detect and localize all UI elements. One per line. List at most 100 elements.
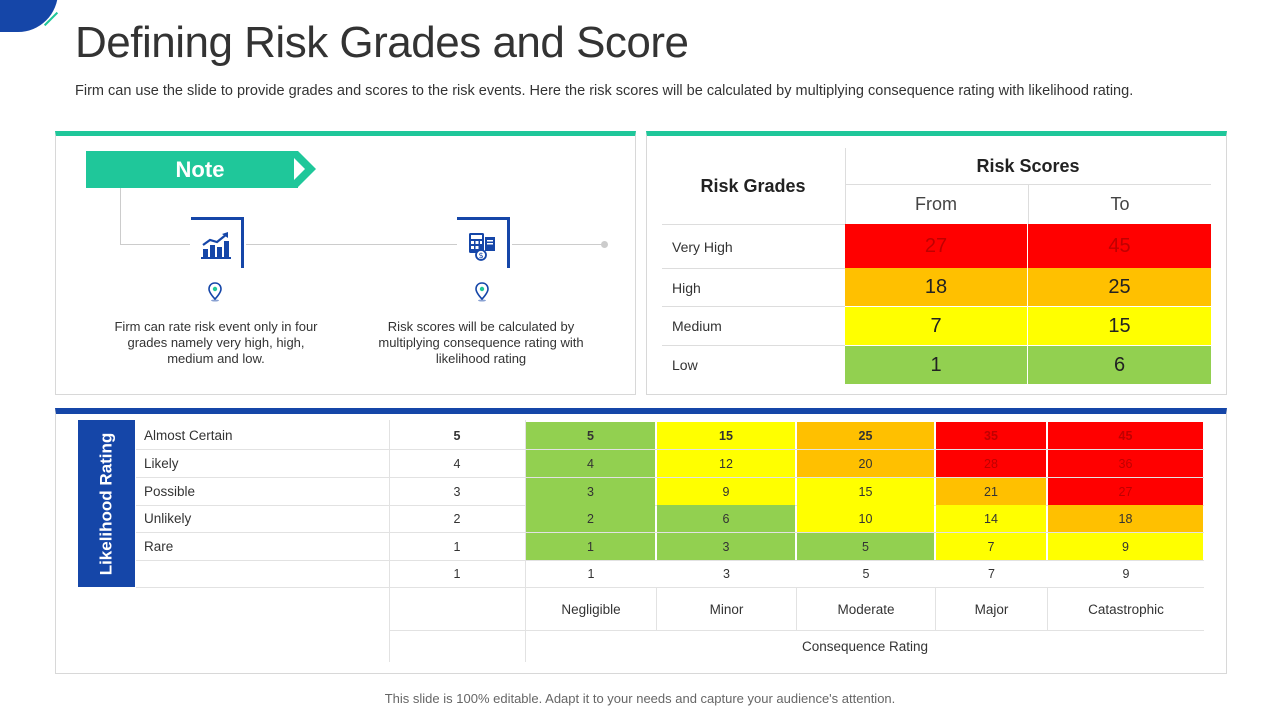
risk-matrix-cell: 14 — [936, 505, 1046, 532]
risk-matrix-cell: 3 — [657, 533, 795, 560]
corner-decoration — [0, 0, 58, 32]
risk-matrix-cell: 7 — [936, 533, 1046, 560]
risk-matrix-cell: 4 — [526, 450, 655, 477]
connector-dot — [601, 241, 608, 248]
grid-line — [389, 630, 1204, 631]
score-from-high: 18 — [845, 268, 1027, 306]
connector-line — [120, 188, 121, 244]
risk-matrix-cell: 6 — [657, 505, 795, 532]
risk-matrix-cell: 1 — [526, 533, 655, 560]
footer-note: This slide is 100% editable. Adapt it to… — [384, 691, 896, 706]
grid-line — [136, 449, 1204, 450]
risk-matrix-cell: 10 — [797, 505, 934, 532]
score-from-very-high: 27 — [845, 224, 1027, 268]
grid-line — [796, 587, 797, 630]
risk-matrix-cell: 5 — [797, 533, 934, 560]
likelihood-rating-bar — [78, 420, 135, 587]
calculator-money-icon: $ — [457, 217, 510, 268]
location-pin-icon — [475, 282, 489, 302]
connector-line — [512, 244, 604, 245]
note-banner-arrow-cutout — [294, 158, 305, 180]
risk-matrix-cell: 12 — [657, 450, 795, 477]
risk-matrix-cell: 21 — [936, 478, 1046, 505]
grid-line — [136, 532, 1204, 533]
grade-label-high: High — [662, 268, 845, 306]
grid-line — [656, 587, 657, 630]
connector-line — [246, 244, 458, 245]
consequence-label-minor: Minor — [709, 601, 744, 617]
risk-matrix-cell: 18 — [1048, 505, 1203, 532]
likelihood-value: 1 — [453, 539, 461, 554]
note-text-grades: Firm can rate risk event only in four gr… — [114, 319, 318, 366]
likelihood-label-possible: Possible — [144, 484, 196, 499]
score-to-low: 6 — [1028, 346, 1211, 384]
grade-label-low: Low — [662, 345, 845, 384]
likelihood-value: 5 — [453, 428, 461, 443]
likelihood-value: 2 — [453, 511, 461, 526]
from-header: From — [915, 193, 957, 214]
risk-scores-header: Risk Scores — [845, 148, 1211, 185]
risk-matrix-cell: 2 — [526, 505, 655, 532]
risk-matrix-cell: 3 — [526, 478, 655, 505]
grade-label-very-high: Very High — [662, 224, 845, 268]
risk-matrix-cell: 45 — [1048, 422, 1203, 449]
grid-line — [136, 560, 1204, 561]
consequence-value: 1 — [587, 566, 595, 581]
grid-line — [136, 477, 1204, 478]
risk-matrix-panel: Likelihood Rating Almost Certain Likely … — [55, 408, 1227, 674]
to-header: To — [1028, 184, 1211, 224]
consequence-label-negligible: Negligible — [561, 601, 621, 617]
score-to-very-high: 45 — [1028, 224, 1211, 268]
growth-chart-icon — [191, 217, 244, 268]
consequence-label-moderate: Moderate — [837, 601, 895, 617]
risk-grades-header: Risk Grades — [700, 175, 806, 196]
consequence-label-major: Major — [974, 601, 1009, 617]
consequence-value: 3 — [723, 566, 730, 581]
svg-text:$: $ — [479, 251, 484, 260]
risk-matrix-cell: 36 — [1048, 450, 1203, 477]
likelihood-value: 3 — [453, 484, 461, 499]
risk-matrix-cell: 28 — [936, 450, 1046, 477]
consequence-value: 9 — [1122, 566, 1130, 581]
grid-line — [935, 587, 936, 630]
consequence-value: 5 — [862, 566, 870, 581]
likelihood-label-almost-certain: Almost Certain — [144, 428, 233, 443]
risk-matrix-cell: 15 — [657, 422, 795, 449]
risk-matrix-cell: 5 — [526, 422, 655, 449]
grid-line — [389, 420, 390, 662]
page-subtitle: Firm can use the slide to provide grades… — [75, 83, 1134, 99]
risk-matrix-cell: 27 — [1048, 478, 1203, 505]
grid-line — [136, 587, 1204, 588]
risk-matrix-cell: 20 — [797, 450, 934, 477]
consequence-rating-title: Consequence Rating — [801, 638, 929, 654]
likelihood-label-likely: Likely — [144, 456, 179, 471]
risk-matrix-cell: 9 — [657, 478, 795, 505]
risk-matrix-cell: 15 — [797, 478, 934, 505]
risk-matrix-cell: 25 — [797, 422, 934, 449]
grade-label-medium: Medium — [662, 306, 845, 345]
likelihood-rating-title: Likelihood Rating — [96, 432, 116, 575]
location-pin-icon — [208, 282, 222, 302]
table-divider — [845, 148, 846, 224]
page-title: Defining Risk Grades and Score — [75, 18, 689, 67]
note-banner — [86, 151, 298, 188]
score-from-low: 1 — [845, 346, 1027, 384]
note-panel: Note $ — [55, 131, 636, 395]
likelihood-rating-title-wrap: Likelihood Rating — [78, 420, 135, 587]
note-label: Note — [175, 157, 225, 182]
consequence-label-catastrophic: Catastrophic — [1088, 601, 1164, 617]
consequence-value: 1 — [453, 566, 461, 581]
risk-matrix-cell: 35 — [936, 422, 1046, 449]
note-text-scores: Risk scores will be calculated by multip… — [378, 319, 584, 366]
likelihood-label-rare: Rare — [144, 539, 174, 554]
score-to-medium: 15 — [1028, 307, 1211, 345]
risk-matrix-cell: 9 — [1048, 533, 1203, 560]
score-to-high: 25 — [1028, 268, 1211, 306]
grid-line — [1047, 587, 1048, 630]
consequence-value: 7 — [988, 566, 995, 581]
connector-line — [120, 244, 190, 245]
risk-grades-panel: Risk Grades Risk Scores From To Very Hig… — [646, 131, 1227, 395]
grid-line — [525, 420, 526, 662]
likelihood-value: 4 — [453, 456, 461, 471]
likelihood-label-unlikely: Unlikely — [144, 511, 192, 526]
